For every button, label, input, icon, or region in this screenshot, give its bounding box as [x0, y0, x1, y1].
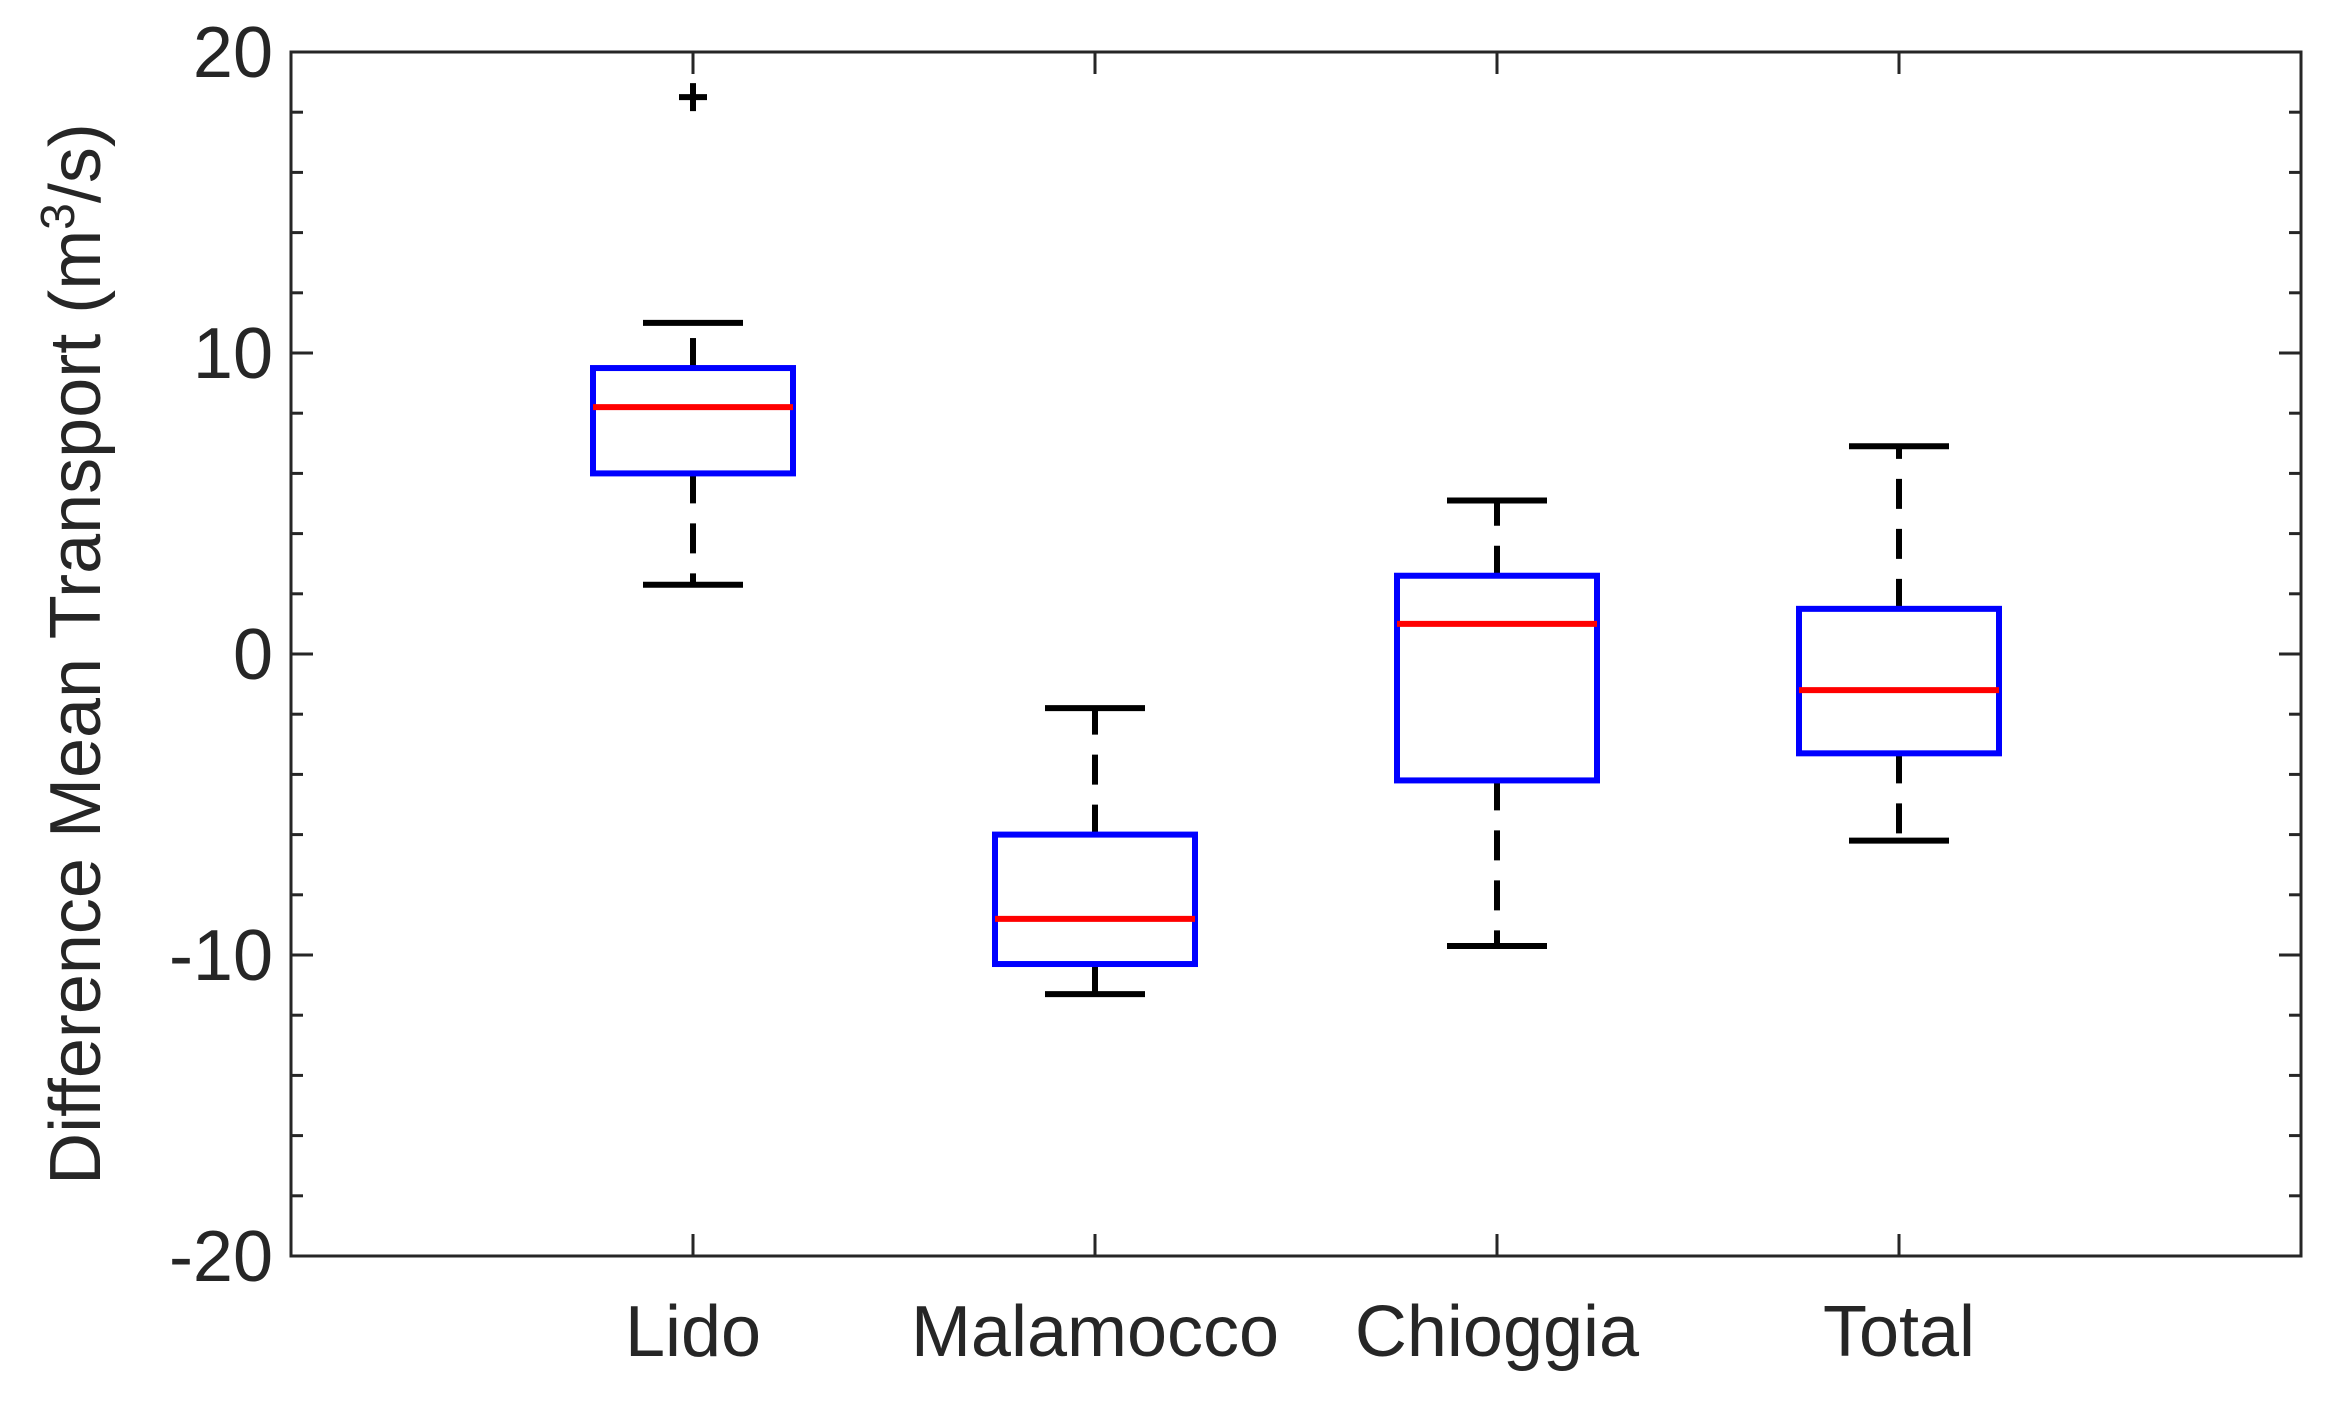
- x-axis-ticks: [691, 52, 1901, 1256]
- plot-content: [590, 83, 2002, 998]
- y-tick-label: -20: [169, 1217, 273, 1297]
- iqr-box-lido: [590, 365, 796, 477]
- iqr-box-malamocco: [992, 831, 1198, 968]
- x-tick-label-total: Total: [1823, 1292, 1975, 1372]
- box-malamocco: [992, 705, 1198, 998]
- y-tick-label: 20: [193, 13, 273, 93]
- outlier-marker-lido: [679, 83, 707, 112]
- x-axis-tick-labels: Lido Malamocco Chioggia Total: [625, 1292, 1975, 1372]
- y-axis-title-suffix: /s): [36, 123, 116, 203]
- y-axis-title-prefix: Difference Mean Transport (m: [36, 230, 116, 1185]
- box-lido: [590, 83, 796, 588]
- iqr-box-total: [1796, 605, 2002, 757]
- y-tick-label: -10: [169, 916, 273, 996]
- box-total: [1796, 443, 2002, 844]
- x-tick-label-chioggia: Chioggia: [1355, 1292, 1640, 1372]
- y-axis-title-superscript: 3: [32, 203, 85, 230]
- y-tick-label: 10: [193, 314, 273, 394]
- y-tick-label: 0: [233, 615, 273, 695]
- y-axis-tick-labels: -20 -10 0 10 20: [169, 13, 273, 1297]
- y-axis-ticks: [291, 50, 2301, 1258]
- box-chioggia: [1394, 497, 1600, 949]
- iqr-box-chioggia: [1394, 572, 1600, 784]
- y-axis-title: Difference Mean Transport (m3/s): [32, 123, 116, 1185]
- x-tick-label-malamocco: Malamocco: [911, 1292, 1279, 1372]
- x-tick-label-lido: Lido: [625, 1292, 761, 1372]
